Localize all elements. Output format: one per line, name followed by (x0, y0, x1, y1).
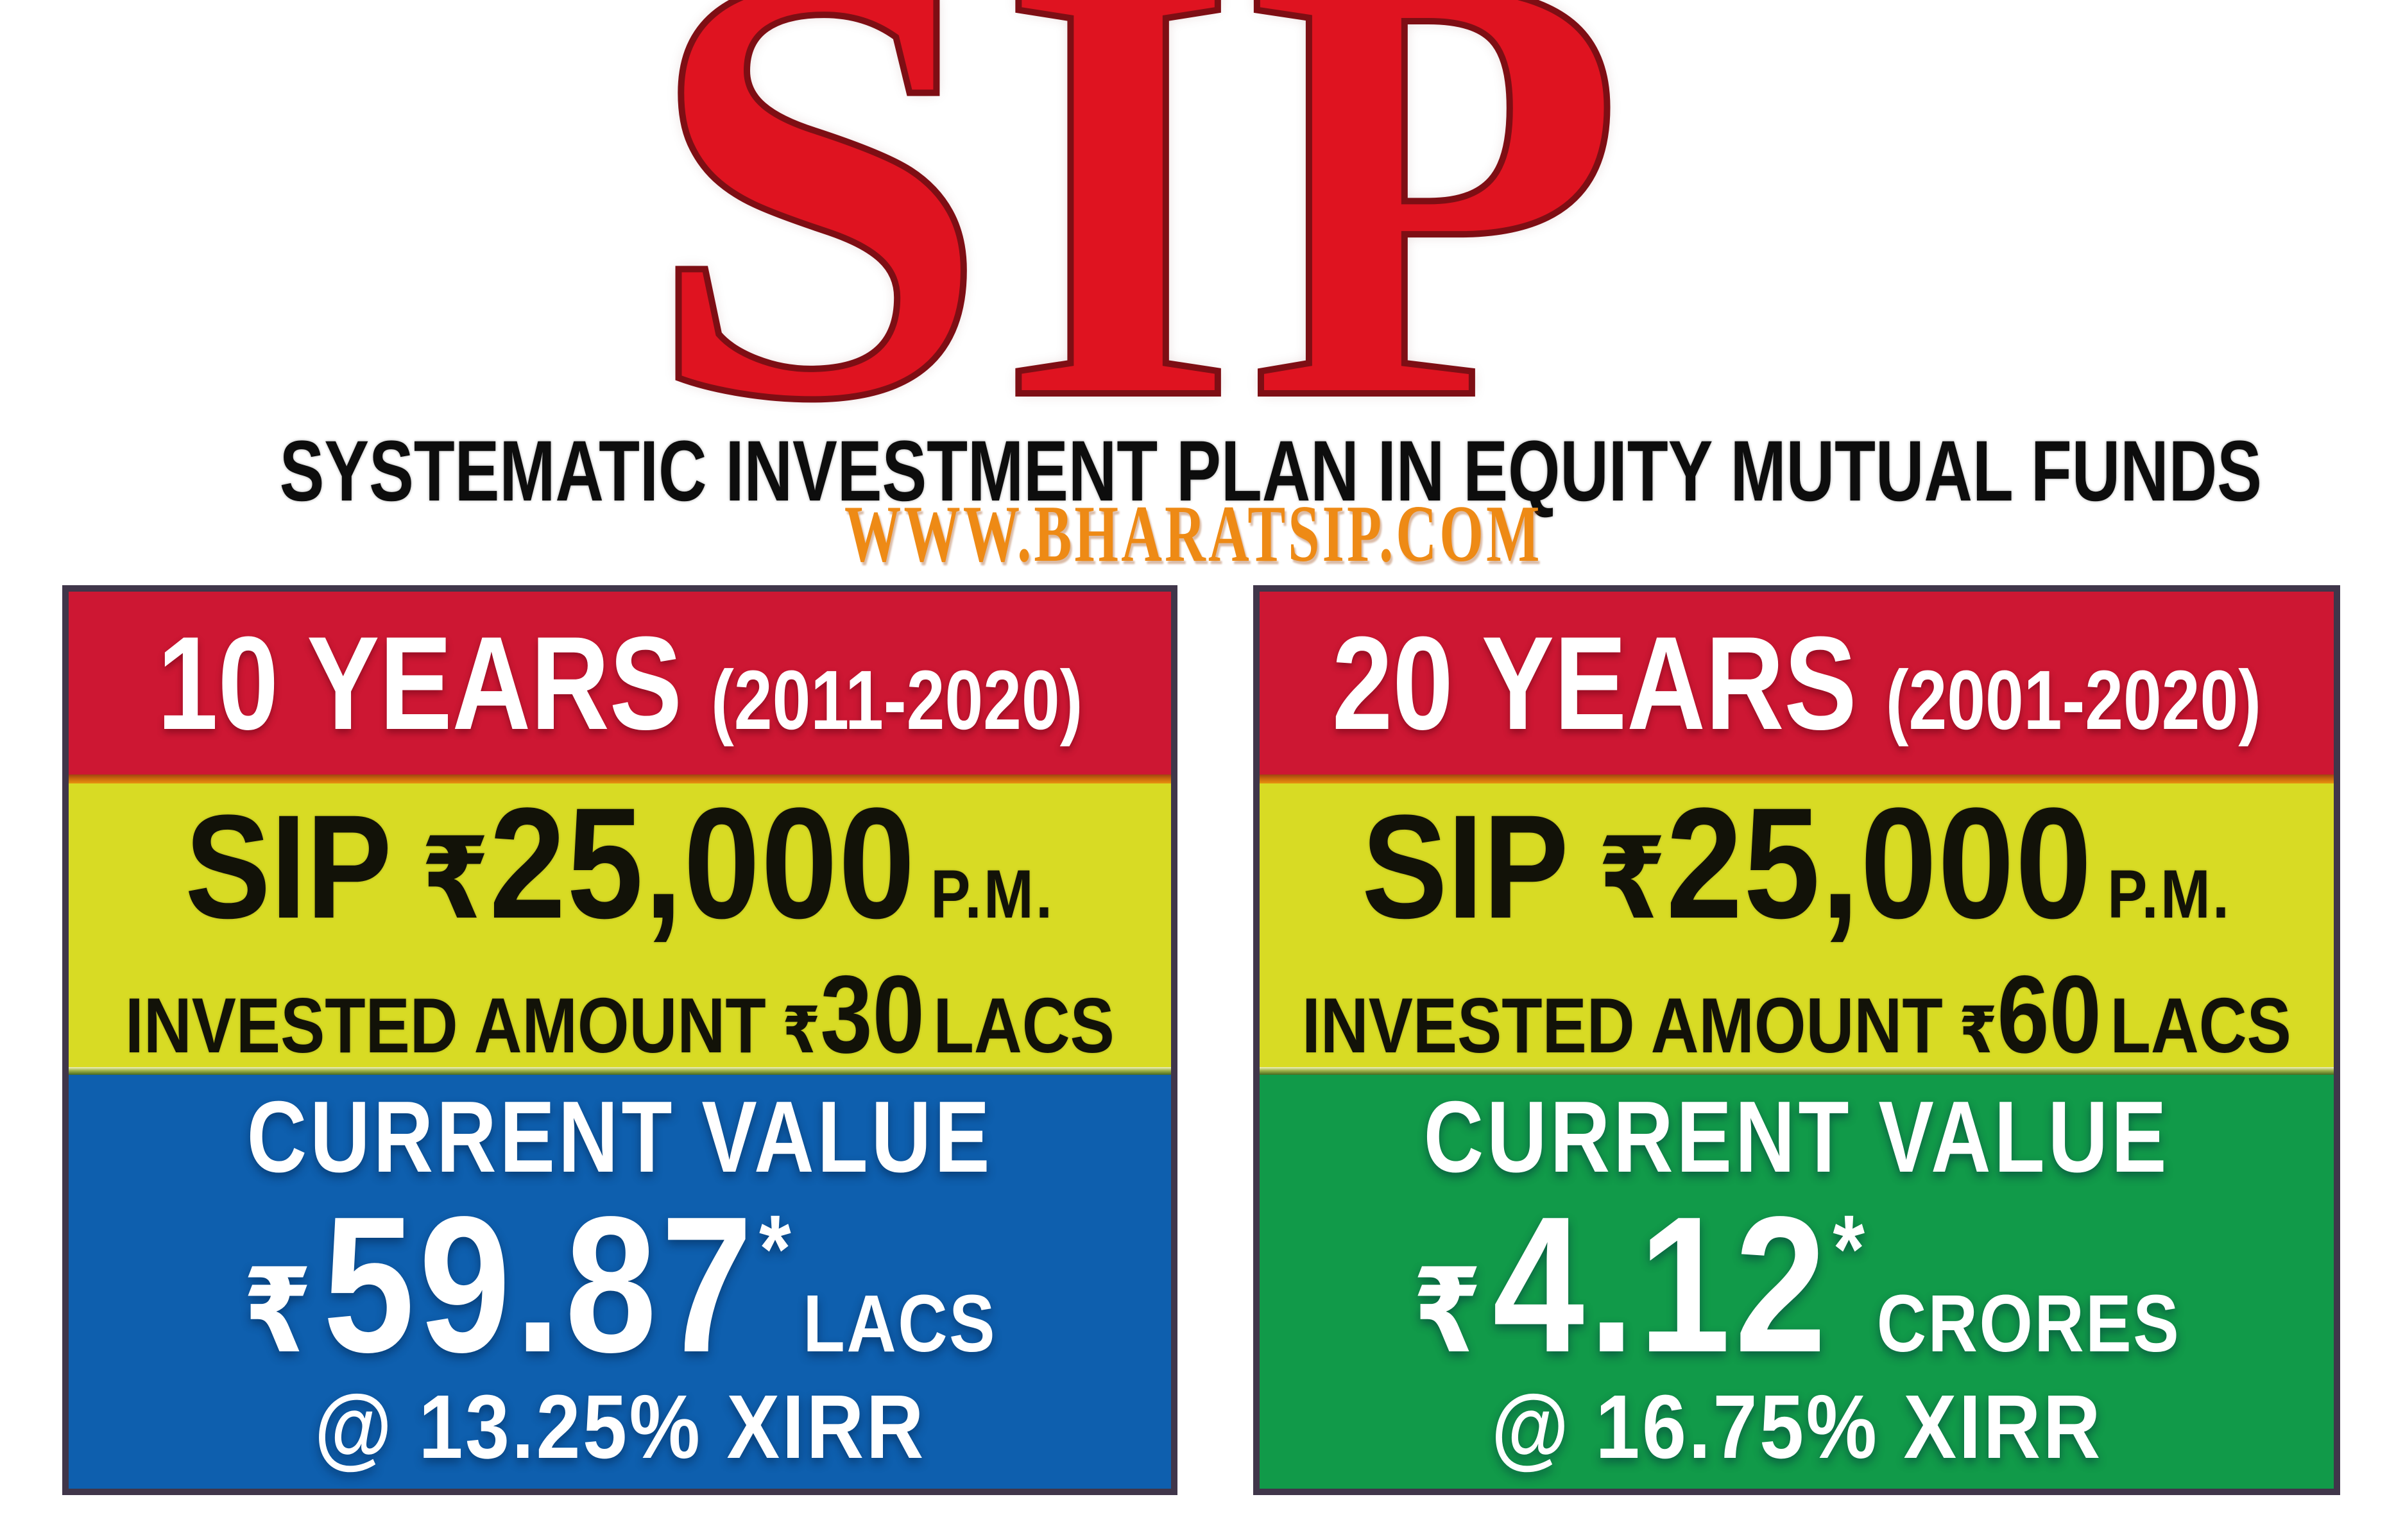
period-row: 20 YEARS (2001-2020) (1332, 617, 2261, 749)
olive-divider (1260, 1066, 2334, 1075)
current-value-row: ₹ 4.12 * CRORES (1413, 1188, 2181, 1382)
rupee-symbol: ₹ (421, 816, 490, 942)
footnote-asterisk: * (1833, 1195, 1865, 1303)
period-band-10y: 10 YEARS (2011-2020) (69, 592, 1171, 774)
rupee-symbol: ₹ (1598, 816, 1666, 942)
invested-amount-unit: LACS (2110, 981, 2291, 1069)
sip-amount-row: SIP ₹ 25,000 P.M. (185, 774, 1055, 952)
sip-monthly-amount: 25,000 (1666, 774, 2093, 952)
current-value-unit: CRORES (1876, 1278, 2181, 1369)
watermark-text: WWW.BHARATSIP.COM (844, 490, 1543, 579)
card-20-years: 20 YEARS (2001-2020) SIP ₹ 25,000 P.M. I… (1253, 585, 2340, 1495)
sip-amount-row: SIP ₹ 25,000 P.M. (1362, 774, 2232, 952)
current-value-label: CURRENT VALUE (246, 1081, 993, 1194)
footnote-asterisk: * (759, 1195, 791, 1303)
sip-frequency: P.M. (930, 855, 1055, 932)
current-value-band-20y: CURRENT VALUE ₹ 4.12 * CRORES @ 16.75% X… (1260, 1075, 2334, 1489)
current-value-band-10y: CURRENT VALUE ₹ 59.87 * LACS @ 13.25% XI… (69, 1075, 1171, 1489)
invested-amount-value: 60 (1997, 952, 2102, 1076)
sip-label: SIP (185, 783, 392, 949)
period-label: 10 YEARS (157, 608, 682, 757)
sip-label: SIP (1362, 783, 1569, 949)
page-subtitle: SYSTEMATIC INVESTMENT PLAN IN EQUITY MUT… (0, 429, 2387, 515)
rupee-symbol: ₹ (243, 1245, 312, 1377)
rupee-symbol: ₹ (782, 994, 821, 1066)
page-subtitle-text: SYSTEMATIC INVESTMENT PLAN IN EQUITY MUT… (279, 424, 2262, 519)
invested-amount-label: INVESTED AMOUNT (125, 981, 766, 1069)
orange-divider (69, 774, 1171, 783)
period-band-20y: 20 YEARS (2001-2020) (1260, 592, 2334, 774)
rupee-symbol: ₹ (1412, 1245, 1482, 1377)
current-value-label: CURRENT VALUE (1423, 1081, 2170, 1194)
current-value-unit: LACS (803, 1278, 997, 1369)
invested-amount-unit: LACS (933, 981, 1115, 1069)
watermark: WWW.BHARATSIP.COM (0, 494, 2387, 575)
investment-band-20y: SIP ₹ 25,000 P.M. INVESTED AMOUNT ₹ 60 L… (1260, 774, 2334, 1070)
period-row: 10 YEARS (2011-2020) (157, 617, 1082, 749)
sip-frequency: P.M. (2107, 855, 2232, 932)
sip-monthly-amount: 25,000 (489, 774, 916, 952)
invested-amount-row: INVESTED AMOUNT ₹ 60 LACS (1302, 959, 2291, 1070)
card-10-years: 10 YEARS (2011-2020) SIP ₹ 25,000 P.M. I… (62, 585, 1177, 1495)
comparison-cards: 10 YEARS (2011-2020) SIP ₹ 25,000 P.M. I… (62, 585, 2340, 1495)
period-label: 20 YEARS (1331, 608, 1857, 757)
orange-divider (1260, 774, 2334, 783)
current-value-amount: 59.87 (323, 1176, 757, 1393)
current-value-amount: 4.12 (1493, 1176, 1831, 1393)
period-year-range: (2011-2020) (710, 652, 1083, 747)
invested-amount-label: INVESTED AMOUNT (1302, 981, 1943, 1069)
period-year-range: (2001-2020) (1885, 652, 2262, 747)
current-value-row: ₹ 59.87 * LACS (243, 1188, 997, 1382)
rupee-symbol: ₹ (1959, 994, 1998, 1066)
investment-band-10y: SIP ₹ 25,000 P.M. INVESTED AMOUNT ₹ 30 L… (69, 774, 1171, 1070)
olive-divider (69, 1066, 1171, 1075)
invested-amount-value: 30 (820, 952, 925, 1076)
invested-amount-row: INVESTED AMOUNT ₹ 30 LACS (125, 959, 1115, 1070)
xirr-rate: @ 13.25% XIRR (314, 1376, 926, 1478)
page-title: SIP (642, 0, 1632, 527)
xirr-rate: @ 16.75% XIRR (1491, 1376, 2103, 1478)
